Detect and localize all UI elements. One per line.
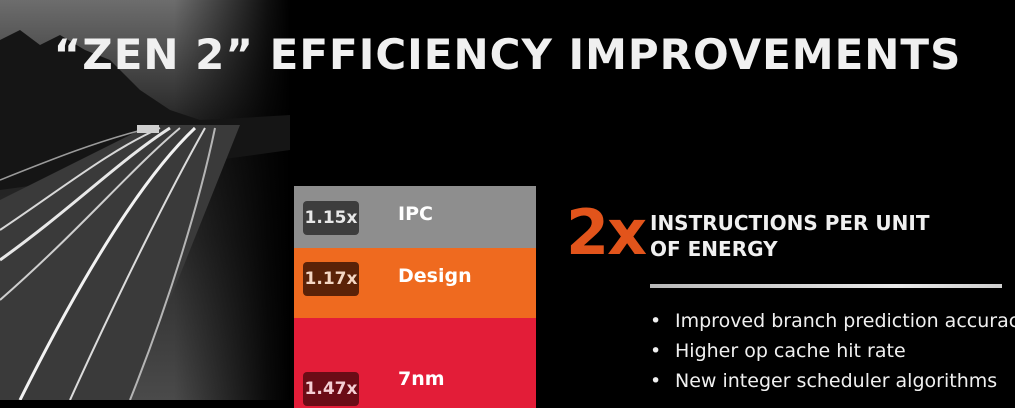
highway-light-trails [0, 30, 290, 400]
ipc-segment: 1.15x IPC [294, 186, 536, 248]
design-segment: 1.17x Design [294, 248, 536, 318]
node-segment: 1.47x 7nm [294, 318, 536, 408]
headline-line-2: OF ENERGY [650, 237, 778, 261]
headline-multiplier: 2x [566, 196, 647, 269]
headline-text: INSTRUCTIONS PER UNIT OF ENERGY [650, 210, 929, 262]
list-item: • Higher op cache hit rate [650, 336, 1015, 366]
bullet-icon: • [650, 340, 662, 362]
page-title: “ZEN 2” EFFICIENCY IMPROVEMENTS [53, 30, 962, 79]
bullet-icon: • [650, 310, 662, 332]
bullet-icon: • [650, 370, 662, 392]
ipc-multiplier-badge: 1.15x [303, 201, 359, 235]
ipc-label: IPC [398, 203, 433, 225]
highway-photo [0, 0, 290, 400]
improvement-list: • Improved branch prediction accuracy • Hi… [650, 306, 1015, 396]
divider [650, 284, 1002, 288]
list-item: • Improved branch prediction accuracy [650, 306, 1015, 336]
design-multiplier-badge: 1.17x [303, 262, 359, 296]
design-label: Design [398, 265, 472, 287]
headline-line-1: INSTRUCTIONS PER UNIT [650, 211, 930, 235]
list-item: • New integer scheduler algorithms [650, 366, 1015, 396]
efficiency-stack: 1.15x IPC 1.17x Design 1.47x 7nm [294, 186, 536, 408]
node-label: 7nm [398, 368, 445, 390]
node-multiplier-badge: 1.47x [303, 372, 359, 406]
